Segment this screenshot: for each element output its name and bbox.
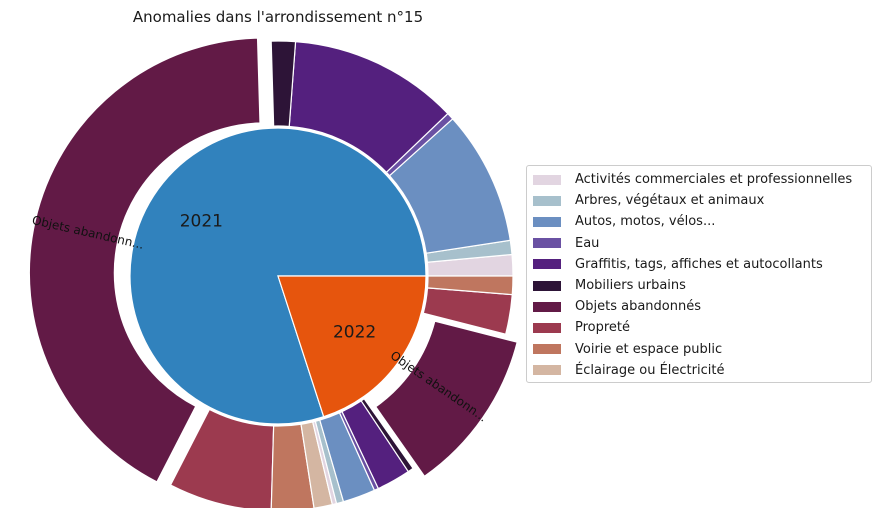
legend-label: Eau xyxy=(575,235,600,251)
inner-label-1: 2022 xyxy=(333,323,376,343)
legend-swatch xyxy=(533,322,561,333)
legend: Activités commerciales et professionnell… xyxy=(526,165,872,383)
legend-item-eau: Eau xyxy=(533,233,871,254)
inner-label-0: 2021 xyxy=(180,211,223,231)
legend-swatch xyxy=(533,195,561,206)
legend-label: Graffitis, tags, affiches et autocollant… xyxy=(575,256,823,272)
legend-label: Mobiliers urbains xyxy=(575,278,686,294)
inner-ring xyxy=(129,127,427,425)
legend-item-autos-motos-velos: Autos, motos, vélos... xyxy=(533,211,871,232)
outer-slice-2022-voirie-et-espace-public xyxy=(426,275,514,296)
legend-item-graffitis-tags-affiches-et-autocollants: Graffitis, tags, affiches et autocollant… xyxy=(533,254,871,275)
legend-label: Arbres, végétaux et animaux xyxy=(575,193,765,209)
outer-slice-2021-proprete xyxy=(169,408,275,508)
outer-slice-2021-objets-abandonnes xyxy=(28,37,261,483)
legend-label: Autos, motos, vélos... xyxy=(575,214,716,230)
legend-item-activites-commerciales-et-professionnelles: Activités commerciales et professionnell… xyxy=(533,169,871,190)
legend-swatch xyxy=(533,344,561,355)
inner-slice-2022 xyxy=(277,275,427,418)
legend-swatch xyxy=(533,301,561,312)
outer-ring xyxy=(28,37,518,508)
legend-swatch xyxy=(533,174,561,185)
legend-item-voirie-et-espace-public: Voirie et espace public xyxy=(533,339,871,360)
legend-item-mobiliers-urbains: Mobiliers urbains xyxy=(533,275,871,296)
legend-label: Voirie et espace public xyxy=(575,341,723,357)
legend-swatch xyxy=(533,238,561,249)
legend-label: Éclairage ou Électricité xyxy=(575,362,725,378)
legend-label: Activités commerciales et professionnell… xyxy=(575,172,853,188)
legend-label: Objets abandonnés xyxy=(575,299,701,315)
legend-item-proprete: Propreté xyxy=(533,317,871,338)
outer-slice-2021-mobiliers-urbains xyxy=(270,40,297,128)
legend-item-arbres-vegetaux-et-animaux: Arbres, végétaux et animaux xyxy=(533,190,871,211)
legend-swatch xyxy=(533,216,561,227)
legend-swatch xyxy=(533,280,561,291)
chart-title: Anomalies dans l'arrondissement n°15 xyxy=(133,8,423,26)
legend-item-objets-abandonnes: Objets abandonnés xyxy=(533,296,871,317)
legend-item-eclairage-ou-electricite: Éclairage ou Électricité xyxy=(533,360,871,381)
legend-swatch xyxy=(533,365,561,376)
outer-slice-2022-objets-abandonnes xyxy=(374,320,518,478)
legend-swatch xyxy=(533,259,561,270)
outer-slice-2022-mobiliers-urbains xyxy=(360,397,414,473)
legend-label: Propreté xyxy=(575,320,631,336)
